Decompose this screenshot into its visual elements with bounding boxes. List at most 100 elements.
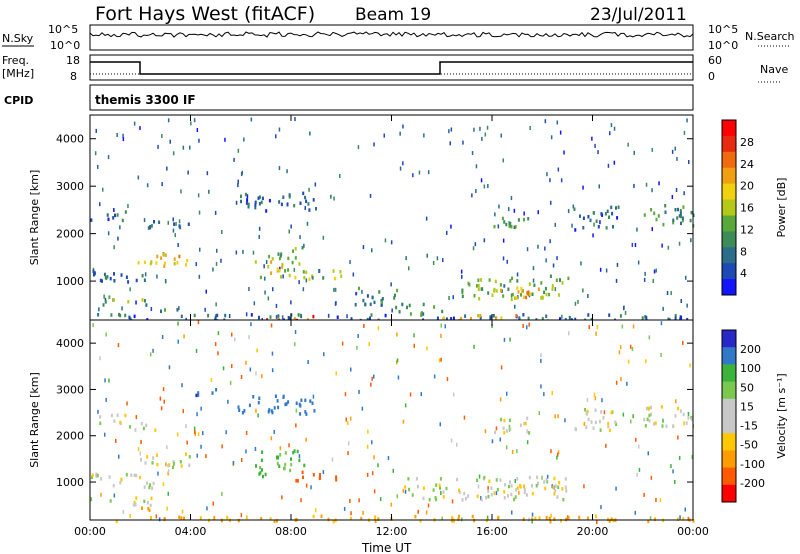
- data-cell: [626, 381, 628, 386]
- data-cell: [95, 472, 98, 476]
- data-cell: [314, 182, 317, 187]
- data-cell: [287, 268, 290, 272]
- data-cell: [682, 412, 685, 417]
- data-cell: [440, 333, 442, 338]
- data-cell: [177, 243, 179, 247]
- data-cell: [245, 515, 248, 520]
- data-cell: [305, 412, 308, 416]
- data-cell: [490, 493, 493, 497]
- data-cell: [543, 392, 545, 397]
- data-cell: [497, 224, 500, 229]
- data-cell: [500, 417, 503, 422]
- data-cell: [681, 216, 684, 220]
- data-cell: [243, 409, 246, 413]
- nave-tick-top: 60: [708, 54, 722, 67]
- data-cell: [655, 497, 657, 502]
- data-cell: [362, 298, 365, 303]
- data-cell: [139, 475, 142, 480]
- data-cell: [503, 496, 506, 500]
- colorbar-swatch: [722, 467, 736, 486]
- data-cell: [500, 133, 502, 138]
- data-cell: [181, 383, 183, 388]
- data-cell: [441, 516, 443, 521]
- data-cell: [110, 413, 113, 418]
- data-cell: [172, 228, 175, 233]
- data-cell: [435, 497, 438, 502]
- data-cell: [374, 515, 377, 519]
- data-cell: [336, 315, 339, 319]
- data-cell: [608, 428, 611, 433]
- data-cell: [425, 216, 428, 221]
- data-cell: [259, 465, 262, 470]
- data-cell: [460, 269, 463, 274]
- data-cell: [498, 204, 500, 209]
- data-cell: [292, 249, 294, 253]
- data-cell: [674, 314, 677, 318]
- data-cell: [298, 458, 301, 463]
- data-cell: [280, 202, 283, 207]
- data-cell: [280, 252, 283, 256]
- data-cell: [185, 452, 187, 456]
- data-cell: [491, 439, 494, 444]
- data-cell: [554, 484, 557, 488]
- data-cell: [627, 359, 630, 364]
- data-cell: [562, 497, 565, 502]
- data-cell: [590, 420, 593, 424]
- data-cell: [456, 477, 459, 482]
- colorbar-swatch: [722, 247, 736, 264]
- data-cell: [554, 287, 557, 292]
- data-cell: [446, 230, 448, 235]
- data-cell: [358, 498, 360, 503]
- data-cell: [220, 518, 223, 523]
- data-cell: [572, 204, 575, 209]
- data-cell: [106, 275, 109, 279]
- data-cell: [574, 228, 577, 232]
- data-cell: [311, 276, 314, 280]
- data-cell: [193, 426, 196, 431]
- data-cell: [348, 441, 350, 446]
- data-cell: [275, 303, 278, 308]
- data-cell: [554, 414, 556, 419]
- data-cell: [369, 316, 371, 320]
- freq-tick-top: 18: [66, 54, 80, 67]
- data-cell: [563, 150, 565, 155]
- data-cell: [167, 220, 169, 225]
- data-cell: [659, 498, 662, 503]
- data-cell: [555, 278, 558, 282]
- data-cell: [153, 220, 155, 224]
- data-cell: [231, 332, 233, 337]
- data-cell: [526, 416, 529, 421]
- data-cell: [273, 519, 276, 523]
- data-cell: [214, 316, 217, 320]
- data-cell: [377, 326, 380, 331]
- data-cell: [354, 303, 357, 307]
- data-cell: [181, 509, 184, 514]
- data-cell: [276, 519, 278, 523]
- data-cell: [399, 166, 402, 171]
- data-cell: [543, 480, 546, 484]
- data-cell: [471, 514, 474, 519]
- data-cell: [90, 218, 93, 222]
- data-cell: [176, 432, 179, 437]
- data-cell: [677, 435, 679, 440]
- data-cell: [654, 517, 657, 522]
- data-cell: [585, 412, 588, 416]
- data-cell: [221, 444, 223, 449]
- data-cell: [450, 317, 453, 321]
- data-cell: [595, 331, 597, 336]
- data-cell: [667, 317, 670, 321]
- data-cell: [254, 203, 257, 207]
- data-cell: [493, 224, 496, 229]
- data-cell: [150, 496, 153, 501]
- data-cell: [568, 315, 571, 320]
- data-cell: [157, 471, 159, 476]
- data-cell: [408, 266, 410, 271]
- y-tick-label: 3000: [56, 180, 84, 193]
- data-cell: [96, 473, 99, 478]
- data-cell: [523, 488, 526, 492]
- data-cell: [517, 218, 520, 222]
- data-cell: [270, 271, 273, 275]
- nave-tick-bottom: 0: [708, 70, 715, 83]
- data-cell: [135, 278, 138, 283]
- data-cell: [124, 210, 127, 214]
